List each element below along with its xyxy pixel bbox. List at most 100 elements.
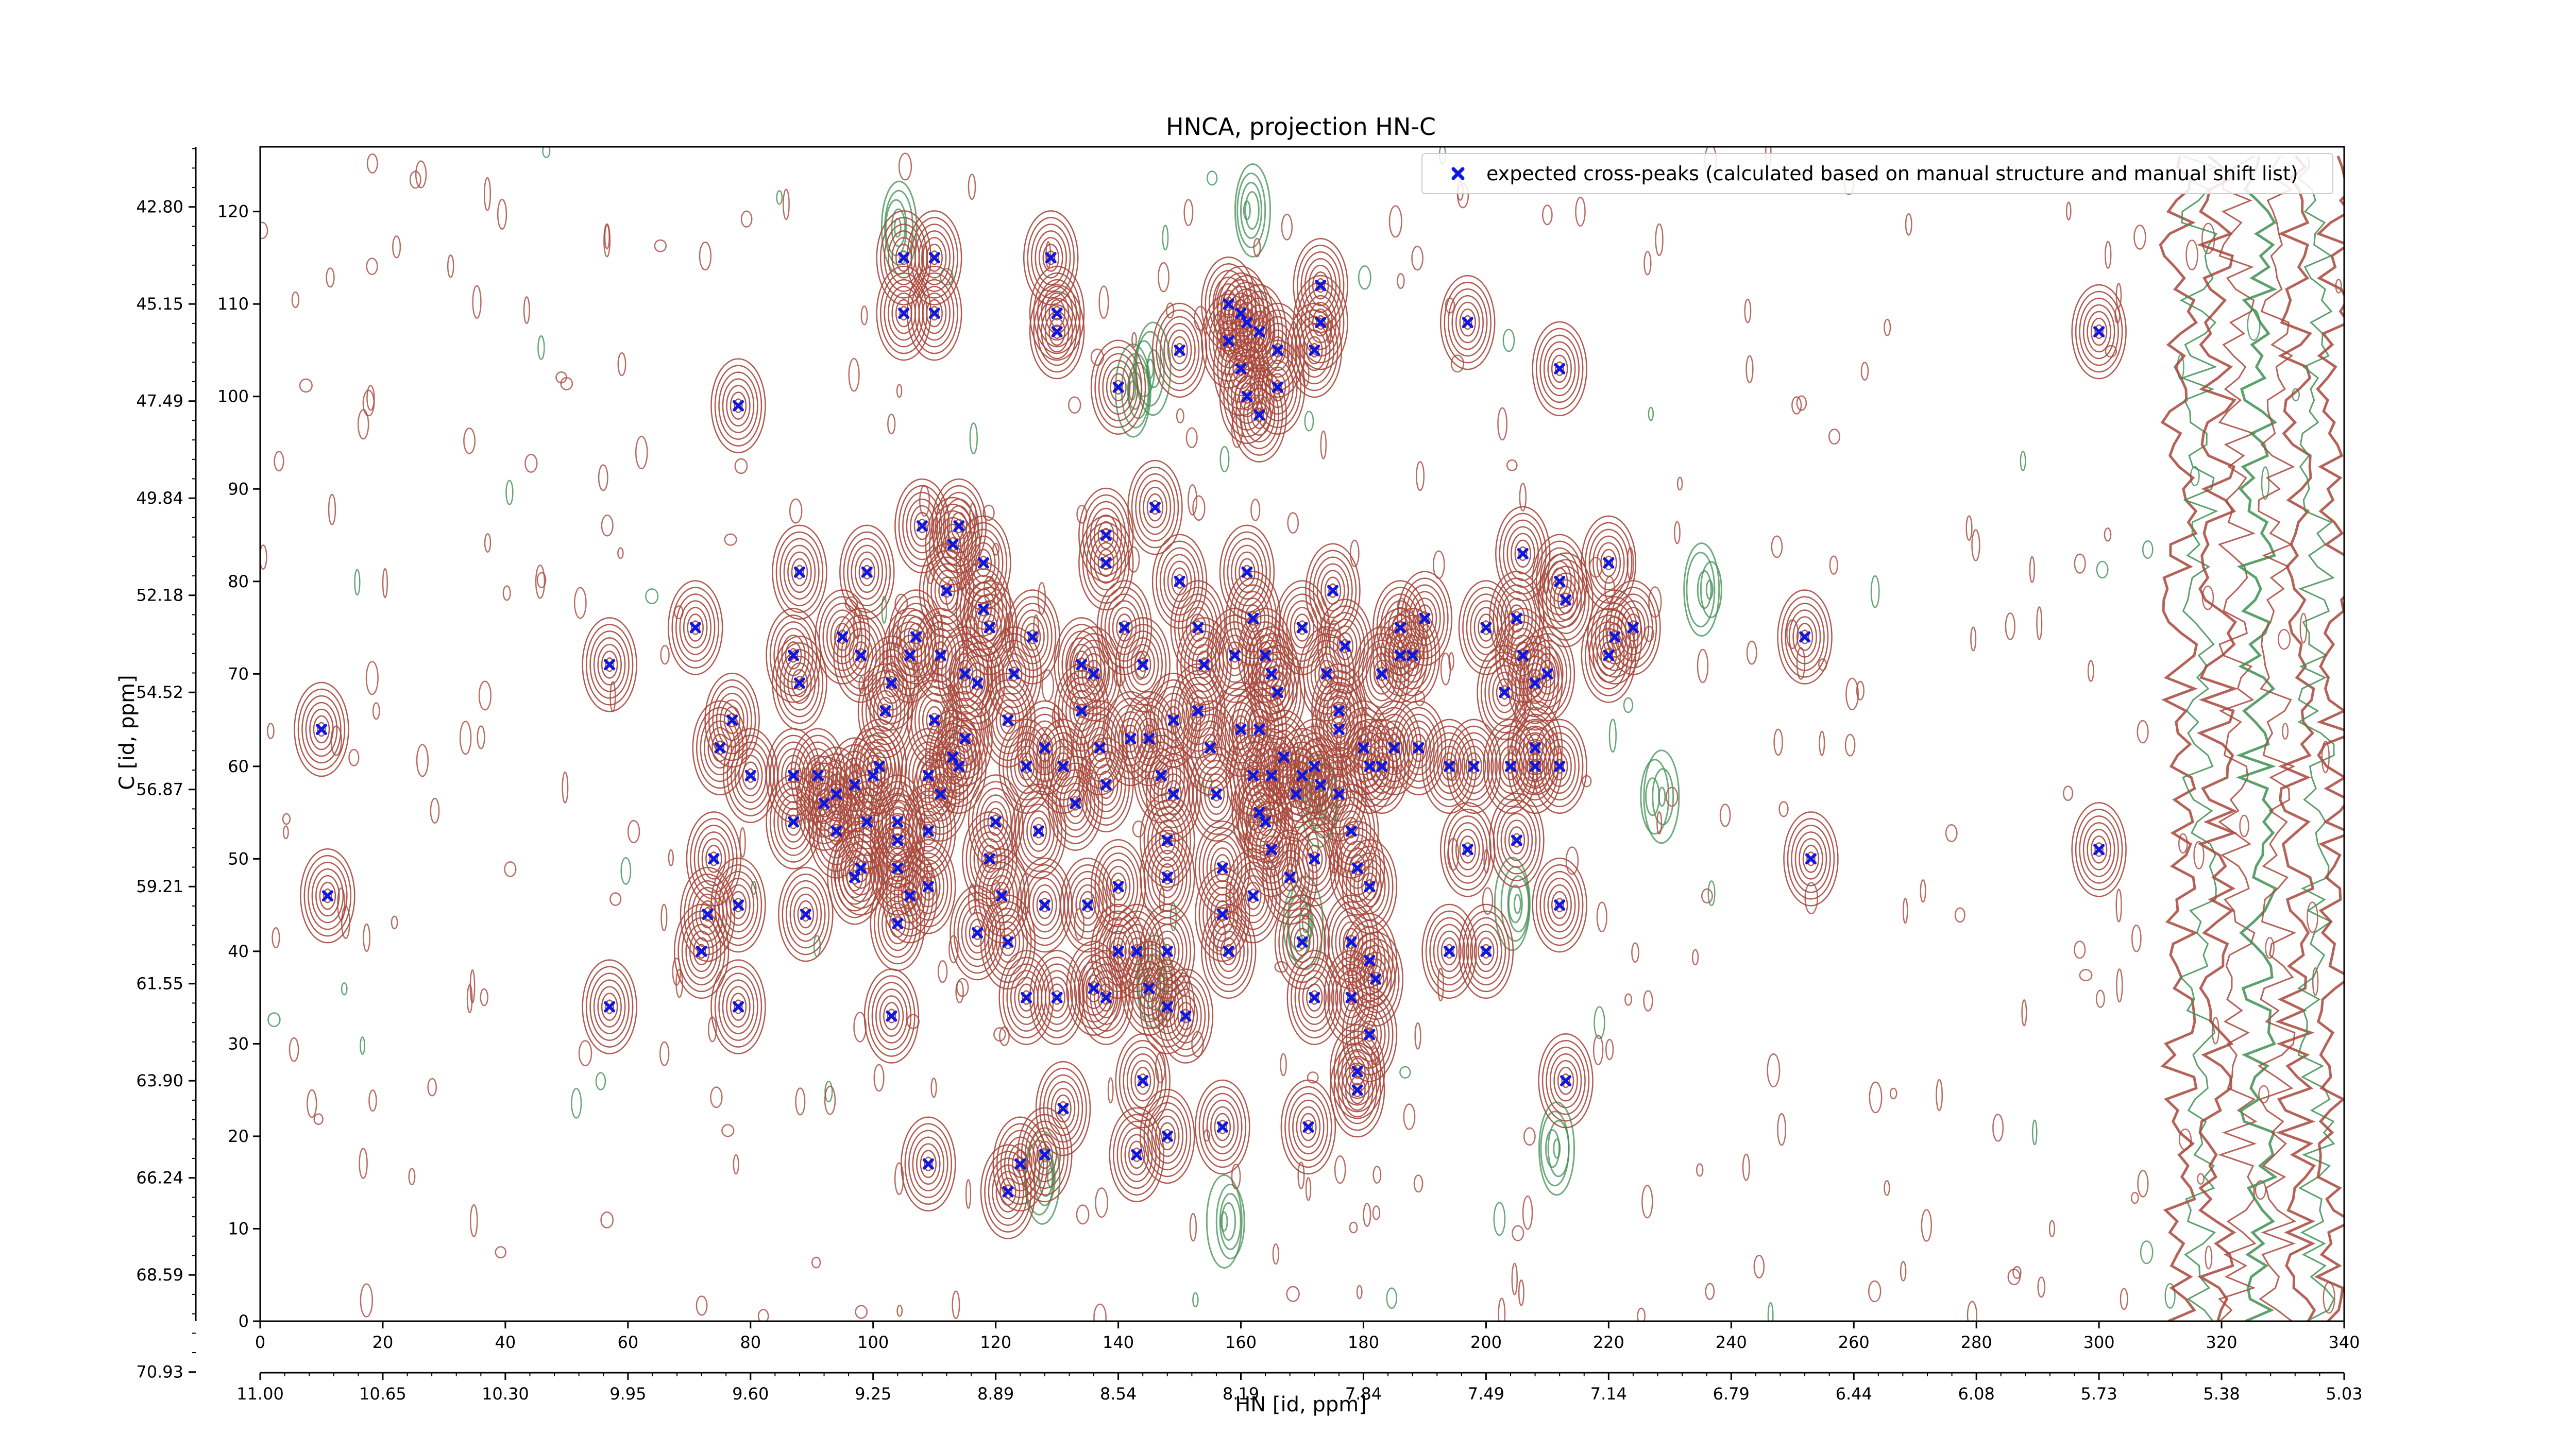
noise-contour bbox=[1656, 811, 1663, 835]
peak-contour bbox=[1168, 712, 1178, 728]
peak-contour bbox=[901, 881, 919, 910]
noise-contour bbox=[366, 153, 378, 174]
peak-contour bbox=[924, 766, 957, 822]
peak-contour bbox=[868, 975, 916, 1057]
edge-noise-contour bbox=[2217, 155, 2258, 1321]
peak-contour bbox=[1163, 1129, 1172, 1144]
noise-contour bbox=[982, 504, 995, 521]
peak-contour bbox=[1588, 528, 1629, 598]
noise-contour bbox=[887, 413, 896, 435]
peak-contour bbox=[311, 868, 344, 924]
noise-contour bbox=[1437, 967, 1444, 1002]
peak-contour bbox=[922, 699, 947, 741]
peak-contour bbox=[2082, 822, 2115, 877]
noise-contour bbox=[1518, 1279, 1524, 1306]
negative-contour bbox=[1494, 857, 1531, 951]
noise-contour bbox=[1884, 1180, 1890, 1196]
cross-peak-marker bbox=[977, 557, 989, 569]
peak-contour bbox=[1216, 283, 1241, 325]
peak-contour bbox=[1130, 644, 1155, 686]
peak-contour bbox=[853, 741, 893, 810]
cross-peak-x bbox=[1137, 1075, 1149, 1087]
peak-contour bbox=[1788, 609, 1821, 664]
cross-peak-marker bbox=[1517, 548, 1529, 559]
cross-peak-x bbox=[1002, 1186, 1014, 1198]
peak-contour bbox=[906, 265, 962, 361]
peak-contour bbox=[1495, 506, 1551, 602]
peak-contour bbox=[1159, 1122, 1176, 1151]
peak-contour bbox=[1792, 616, 1817, 658]
noise-contour bbox=[328, 493, 336, 525]
peak-contour bbox=[1539, 660, 1556, 688]
cross-peak-x bbox=[861, 566, 873, 578]
peak-contour bbox=[315, 875, 340, 917]
peak-contour bbox=[1231, 544, 1263, 600]
peak-contour bbox=[1331, 797, 1371, 865]
negative-contour bbox=[1686, 552, 1716, 628]
peak-contour bbox=[1234, 301, 1260, 344]
noise-contour bbox=[2074, 941, 2086, 959]
noise-contour bbox=[1902, 898, 1908, 924]
peak-contour bbox=[1297, 934, 1307, 950]
peak-contour bbox=[1269, 336, 1286, 365]
peak-contour bbox=[1162, 975, 1210, 1057]
cross-peak-marker bbox=[1149, 502, 1161, 514]
peak-contour bbox=[1794, 831, 1827, 886]
noise-contour bbox=[2062, 786, 2074, 801]
peak-contour bbox=[746, 768, 755, 783]
peak-contour bbox=[1003, 934, 1013, 950]
cross-peak-marker bbox=[928, 308, 940, 319]
cross-peak-marker bbox=[2093, 326, 2105, 338]
noise-contour bbox=[291, 291, 300, 309]
cross-peak-marker bbox=[321, 890, 333, 902]
peak-contour bbox=[979, 602, 988, 617]
noise-contour bbox=[571, 1088, 582, 1119]
peak-contour bbox=[1541, 1039, 1590, 1122]
peak-contour bbox=[1208, 780, 1225, 808]
peak-contour bbox=[877, 889, 918, 958]
cross-peak-marker bbox=[1094, 742, 1106, 754]
peak-contour bbox=[781, 801, 806, 843]
cross-peak-x bbox=[1345, 992, 1357, 1003]
noise-contour bbox=[734, 458, 748, 474]
peak-contour bbox=[730, 993, 747, 1021]
peak-contour bbox=[1527, 752, 1544, 781]
peak-contour bbox=[991, 814, 1001, 829]
negative-contour bbox=[1221, 1202, 1236, 1241]
peak-contour bbox=[1098, 852, 1139, 921]
peak-contour bbox=[714, 966, 762, 1048]
peak-contour bbox=[1551, 752, 1568, 781]
peak-contour bbox=[908, 797, 948, 865]
cross-peak-marker bbox=[849, 779, 860, 791]
cross-peak-x bbox=[788, 770, 799, 781]
peak-contour bbox=[1212, 924, 1245, 979]
peak-contour bbox=[1286, 748, 1318, 804]
noise-contour bbox=[659, 1041, 670, 1066]
cross-peak-marker bbox=[1076, 659, 1088, 671]
peak-contour bbox=[912, 859, 945, 914]
peak-contour bbox=[1338, 977, 1364, 1018]
cross-peak-x bbox=[873, 760, 885, 772]
cross-peak-x bbox=[733, 899, 744, 911]
peak-contour bbox=[742, 761, 759, 790]
peak-contour bbox=[1029, 284, 1085, 380]
peak-contour bbox=[1178, 676, 1218, 745]
peak-contour bbox=[1495, 608, 1551, 703]
peak-contour bbox=[1253, 651, 1302, 733]
cross-peak-x bbox=[892, 816, 904, 828]
peak-contour bbox=[1531, 646, 1564, 702]
noise-contour bbox=[1643, 251, 1652, 276]
noise-contour bbox=[1166, 302, 1175, 319]
noise-contour bbox=[1870, 575, 1880, 608]
peak-contour bbox=[1167, 560, 1192, 603]
y-index-tick-label: 70 bbox=[228, 664, 249, 684]
peak-contour bbox=[1223, 531, 1271, 613]
cross-peak-marker bbox=[1603, 650, 1615, 661]
peak-contour bbox=[1126, 1053, 1159, 1108]
x-index-tick-label: 20 bbox=[372, 1333, 394, 1352]
noise-contour bbox=[2164, 1283, 2176, 1309]
peak-contour bbox=[1299, 626, 1354, 722]
peak-contour bbox=[1489, 793, 1545, 888]
noise-contour bbox=[1440, 652, 1451, 686]
